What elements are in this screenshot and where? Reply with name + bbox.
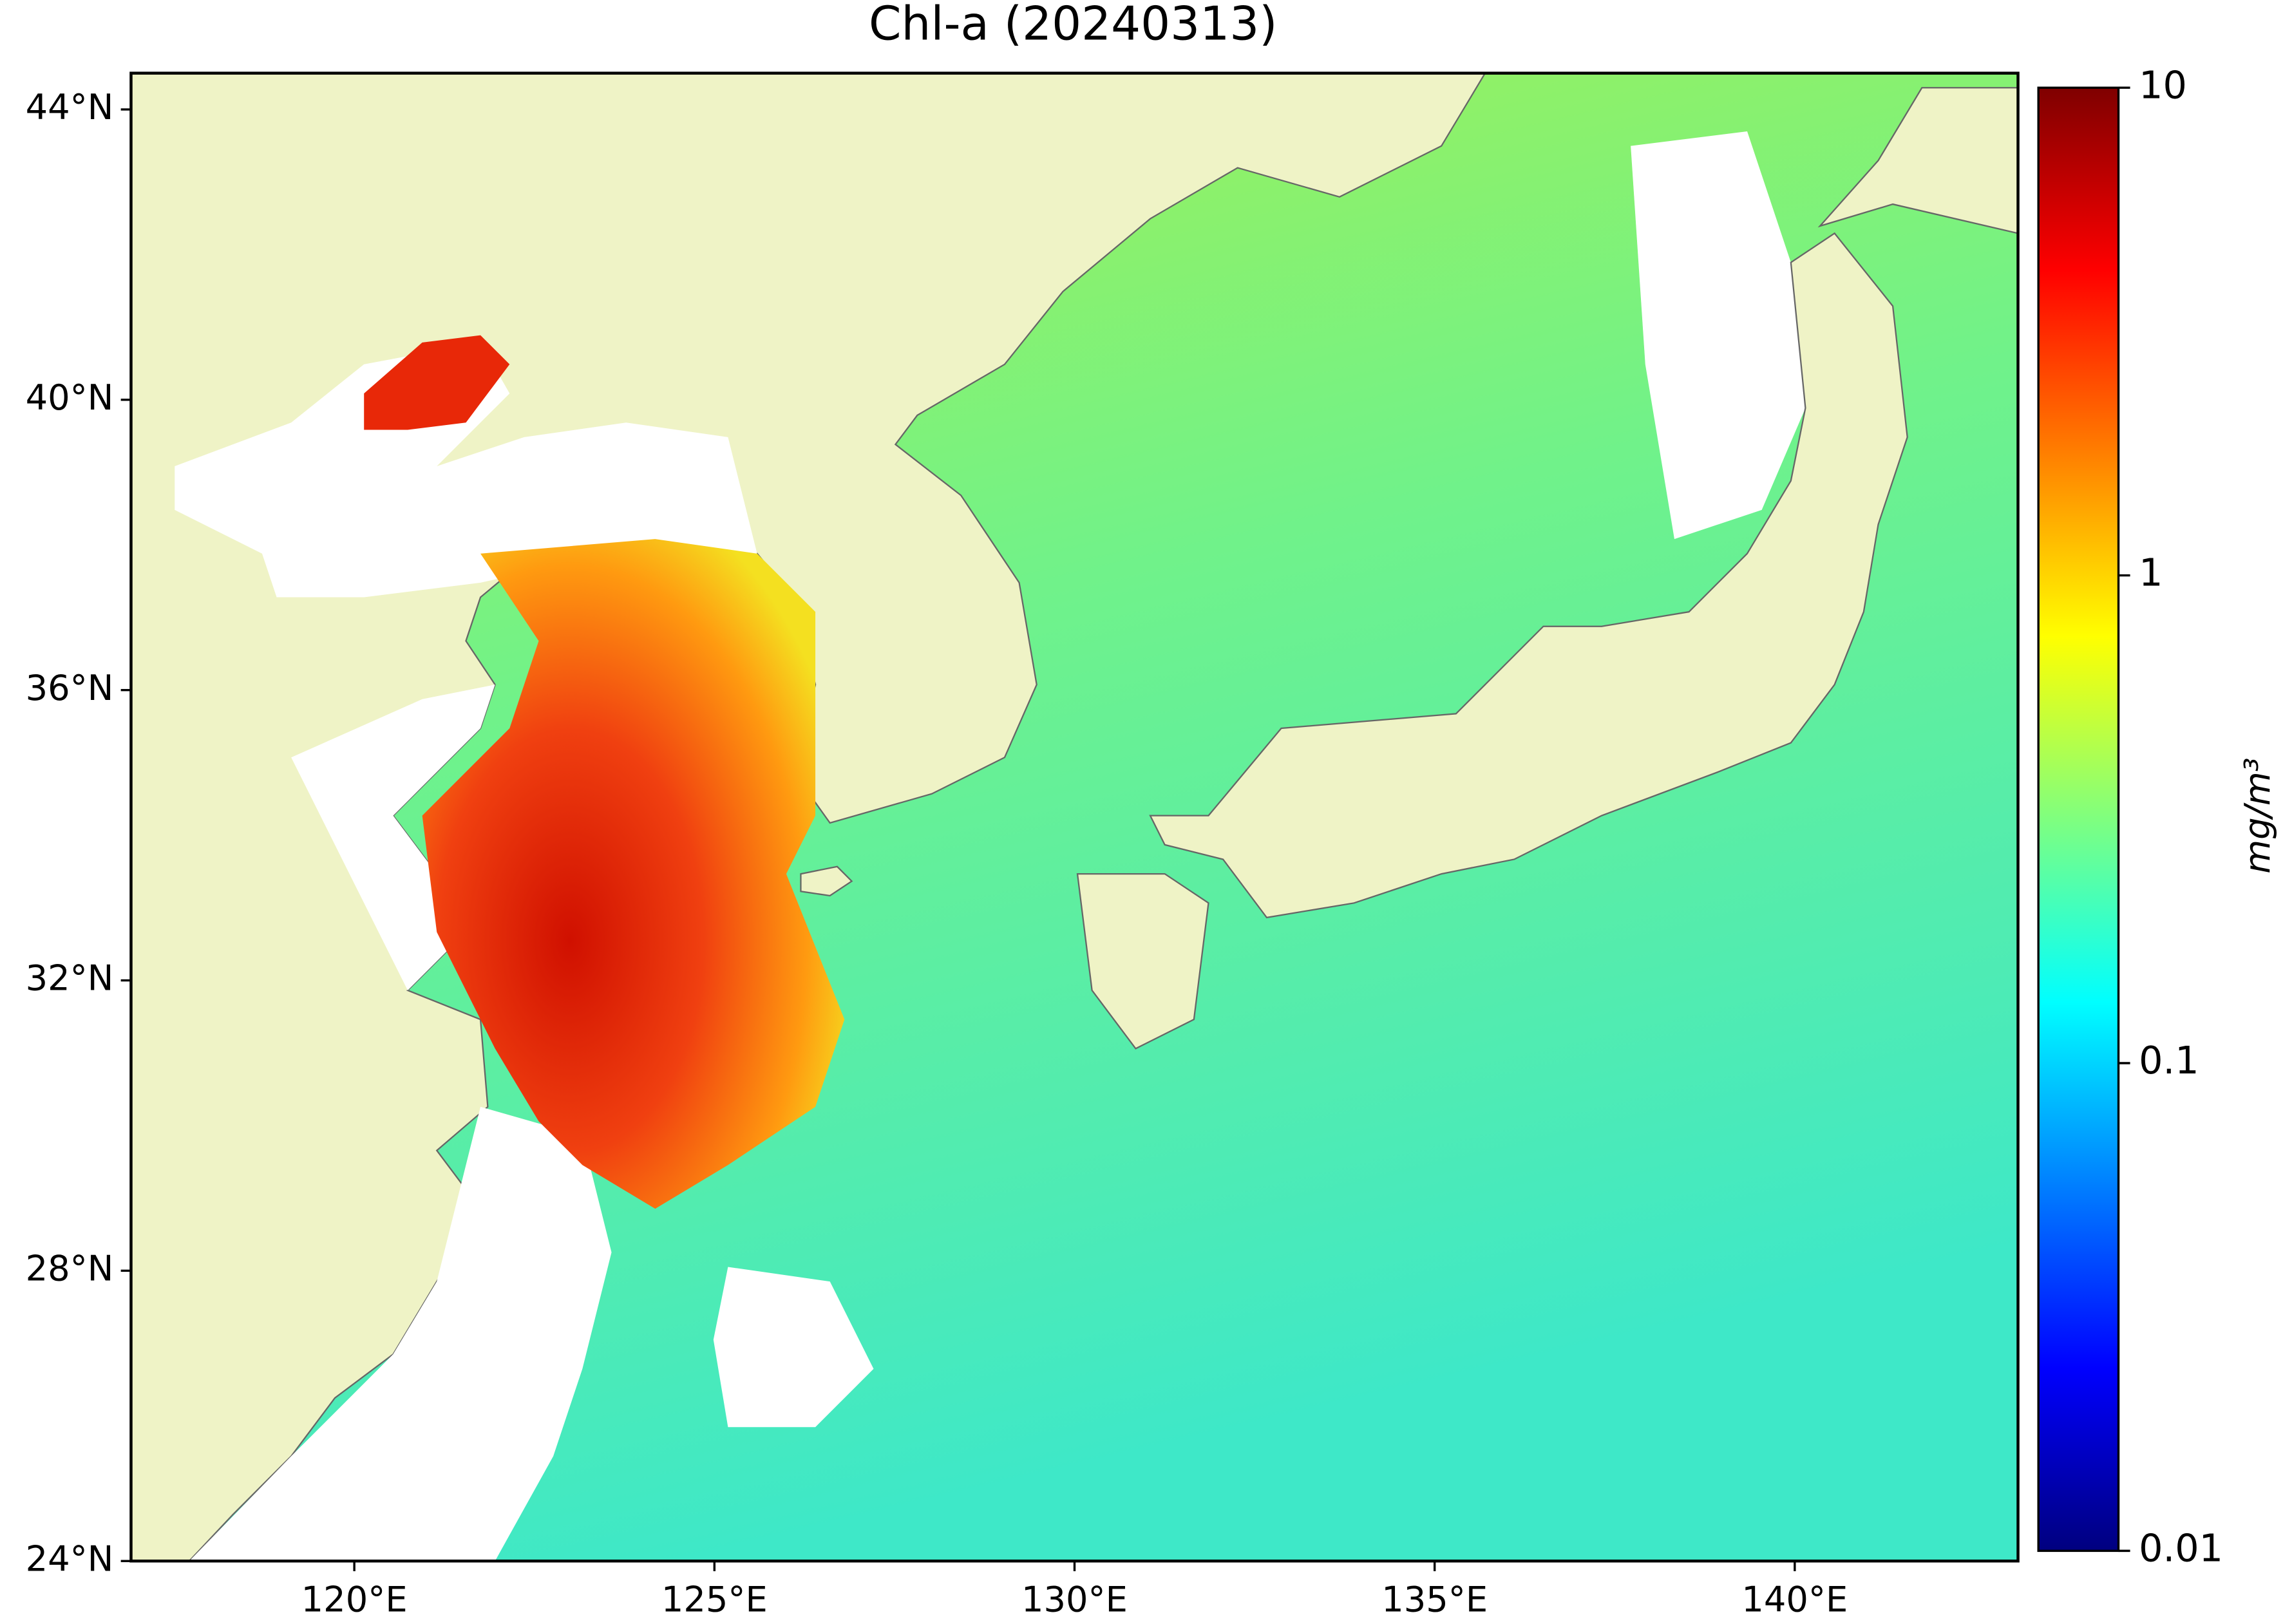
- colorbar-label: mg/m³: [2237, 758, 2278, 874]
- colorbar: [2037, 86, 2120, 1553]
- colorbar-tick-label: 10: [2139, 62, 2187, 107]
- no-data: [175, 342, 757, 598]
- no-data: [713, 1267, 874, 1428]
- chart-title: Chl-a (20240313): [869, 0, 1277, 51]
- colorbar-tick-label: 0.1: [2139, 1038, 2199, 1082]
- x-tick-label: 120°E: [301, 1580, 408, 1620]
- y-tick-label: 36°N: [26, 668, 114, 708]
- y-tick-label: 24°N: [26, 1538, 114, 1579]
- map: [129, 71, 2020, 1563]
- x-tick-label: 125°E: [661, 1580, 768, 1620]
- land: [800, 865, 853, 897]
- no-data: [1631, 131, 1806, 540]
- colorbar-tick-label: 0.01: [2139, 1525, 2223, 1570]
- y-tick-label: 44°N: [26, 87, 114, 127]
- y-tick-label: 40°N: [26, 377, 114, 418]
- y-tick-label: 28°N: [26, 1248, 114, 1289]
- land: [1076, 873, 1209, 1050]
- colorbar-tick-label: 1: [2139, 551, 2163, 595]
- land: [1149, 232, 1908, 919]
- y-tick-label: 32°N: [26, 958, 114, 999]
- x-tick-label: 130°E: [1021, 1580, 1128, 1620]
- bloom: [422, 539, 845, 1209]
- x-tick-label: 140°E: [1741, 1580, 1848, 1620]
- bloom: [364, 335, 510, 430]
- x-tick-label: 135°E: [1381, 1580, 1488, 1620]
- no-data: [189, 1106, 612, 1562]
